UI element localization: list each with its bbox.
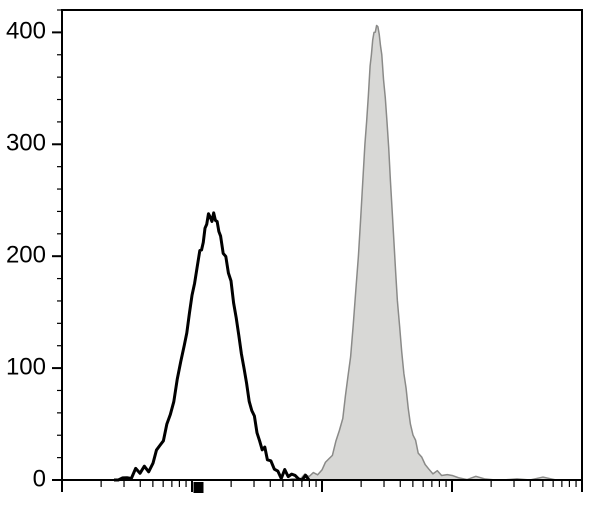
y-tick-label: 400: [6, 18, 46, 45]
y-tick-label: 300: [6, 130, 46, 157]
chart-svg: 0 100 200 300 400: [0, 0, 590, 529]
y-tick-label: 100: [6, 353, 46, 380]
y-tick-label: 200: [6, 242, 46, 269]
histogram-chart: { "chart": { "type": "histogram", "width…: [0, 0, 590, 529]
x-axis-marker: [194, 482, 204, 493]
y-tick-label: 0: [33, 465, 46, 492]
